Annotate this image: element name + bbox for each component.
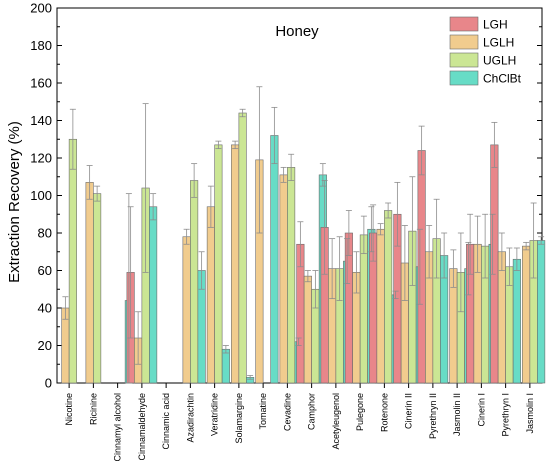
bar-lglh (206, 206, 215, 384)
bar-chclbt (537, 240, 546, 384)
y-tick-label: 100 (30, 188, 52, 203)
x-tick-label: Cinerin I (476, 393, 486, 427)
bar-lgh (417, 150, 426, 384)
bar-lgh (490, 144, 499, 384)
legend-swatch-chclbt (449, 70, 479, 86)
x-tick-label: Rotenone (379, 393, 389, 432)
y-tick-label: 0 (45, 376, 52, 391)
x-tick-label: Pyrethryn II (428, 393, 438, 439)
legend-swatch-lgh (449, 16, 479, 32)
x-tick-label: Cinnamic acid (161, 393, 171, 450)
y-tick-label: 40 (38, 301, 52, 316)
error-bars (62, 86, 545, 384)
y-tick-label: 200 (30, 1, 52, 16)
x-tick-label: Veratridine (210, 393, 220, 436)
x-tick-label: Jasmolin I (525, 393, 535, 434)
legend: LGH LGLH UGLH ChClBt (449, 16, 522, 86)
x-tick-label: Tomatine (258, 393, 268, 430)
bar-lglh (303, 275, 312, 384)
x-tick-label: Nicotine (64, 393, 74, 426)
y-tick-label: 140 (30, 113, 52, 128)
legend-label-uglh: UGLH (483, 54, 516, 68)
bar-chclbt (512, 258, 521, 384)
legend-swatch-lglh (449, 34, 479, 50)
y-tick-label: 120 (30, 151, 52, 166)
y-tick-label: 160 (30, 76, 52, 91)
bar-uglh (214, 144, 223, 384)
x-tick-label: Solamargine (234, 393, 244, 444)
bar-lglh (85, 182, 94, 384)
x-tick-label: Cinnamaldehyde (137, 393, 147, 461)
y-tick-label: 180 (30, 38, 52, 53)
x-tick-label: Cinnamyl alcohol (113, 393, 123, 462)
bar-uglh (190, 180, 199, 384)
x-tick-label: Jasmolin II (452, 393, 462, 436)
bar-chclbt (221, 348, 230, 384)
bar-uglh (359, 234, 368, 384)
x-tick-label: Pulegone (355, 393, 365, 431)
x-tick-label: Camphor (307, 393, 317, 430)
x-tick-label: Acetyleugenol (331, 393, 341, 450)
legend-label-lgh: LGH (483, 18, 508, 32)
bar-chclbt (270, 135, 279, 384)
bar-uglh (287, 167, 296, 384)
bar-lglh (279, 174, 288, 384)
bar-uglh (68, 138, 77, 384)
bar-uglh (238, 112, 247, 384)
bar-lglh (182, 236, 191, 384)
x-tick-label: Ricinine (88, 393, 98, 425)
legend-swatch-uglh (449, 52, 479, 68)
y-tick-label: 60 (38, 263, 52, 278)
bar-uglh (384, 210, 393, 384)
y-tick-label: 80 (38, 226, 52, 241)
legend-label-chclbt: ChClBt (483, 72, 522, 86)
bar-lglh (231, 144, 240, 384)
x-tick-label: Azadirachtin (185, 393, 195, 443)
x-tick-label: Cinerin II (404, 393, 414, 429)
bar-uglh (93, 193, 102, 384)
y-axis-title: Extraction Recovery (%) (6, 121, 23, 283)
x-tick-label: Pyrethryn I (501, 393, 511, 437)
chart-title: Honey (275, 23, 319, 40)
bar-lglh (522, 245, 531, 384)
x-tick-label: Cevadine (282, 393, 292, 431)
bar-chclbt (149, 206, 158, 384)
bar-lglh (376, 228, 385, 384)
labels: Nicotine Ricinine Cinnamyl alcohol Cinnamal… (64, 393, 535, 462)
y-tick-label: 20 (38, 338, 52, 353)
bar-lglh (497, 251, 506, 384)
legend-label-lglh: LGLH (483, 36, 514, 50)
